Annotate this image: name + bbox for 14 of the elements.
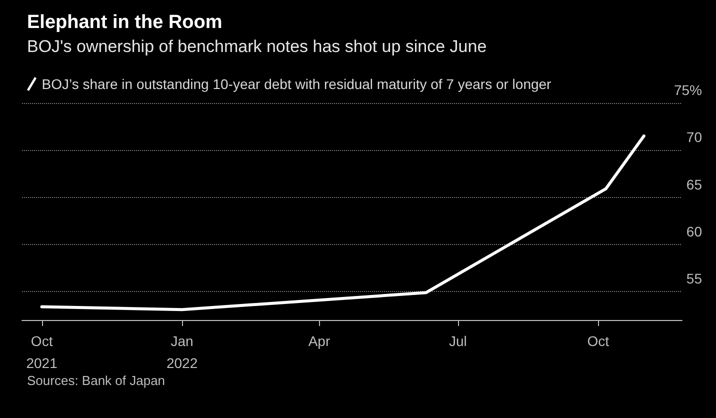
y-tick-label: 60: [686, 224, 702, 240]
legend-label: BOJ’s share in outstanding 10-year debt with residual maturity of 7 years or longer: [42, 76, 552, 92]
chart-title: Elephant in the Room: [27, 12, 222, 33]
y-tick-label: 70: [686, 129, 702, 146]
x-tick-label: Oct 2021: [26, 333, 58, 371]
x-tick-label: Jan 2022: [166, 333, 198, 371]
x-tick-label: Jul: [448, 333, 467, 349]
y-tick-label: 75%: [674, 82, 702, 98]
source-note: Sources: Bank of Japan: [27, 373, 166, 388]
y-tick-label: 55: [686, 270, 702, 287]
y-tick-label: 65: [686, 176, 702, 192]
chart-subtitle: BOJ's ownership of benchmark notes has shot up since June: [27, 37, 487, 56]
x-tick-label: Apr: [308, 333, 330, 349]
x-tick-label: Oct: [587, 333, 610, 349]
